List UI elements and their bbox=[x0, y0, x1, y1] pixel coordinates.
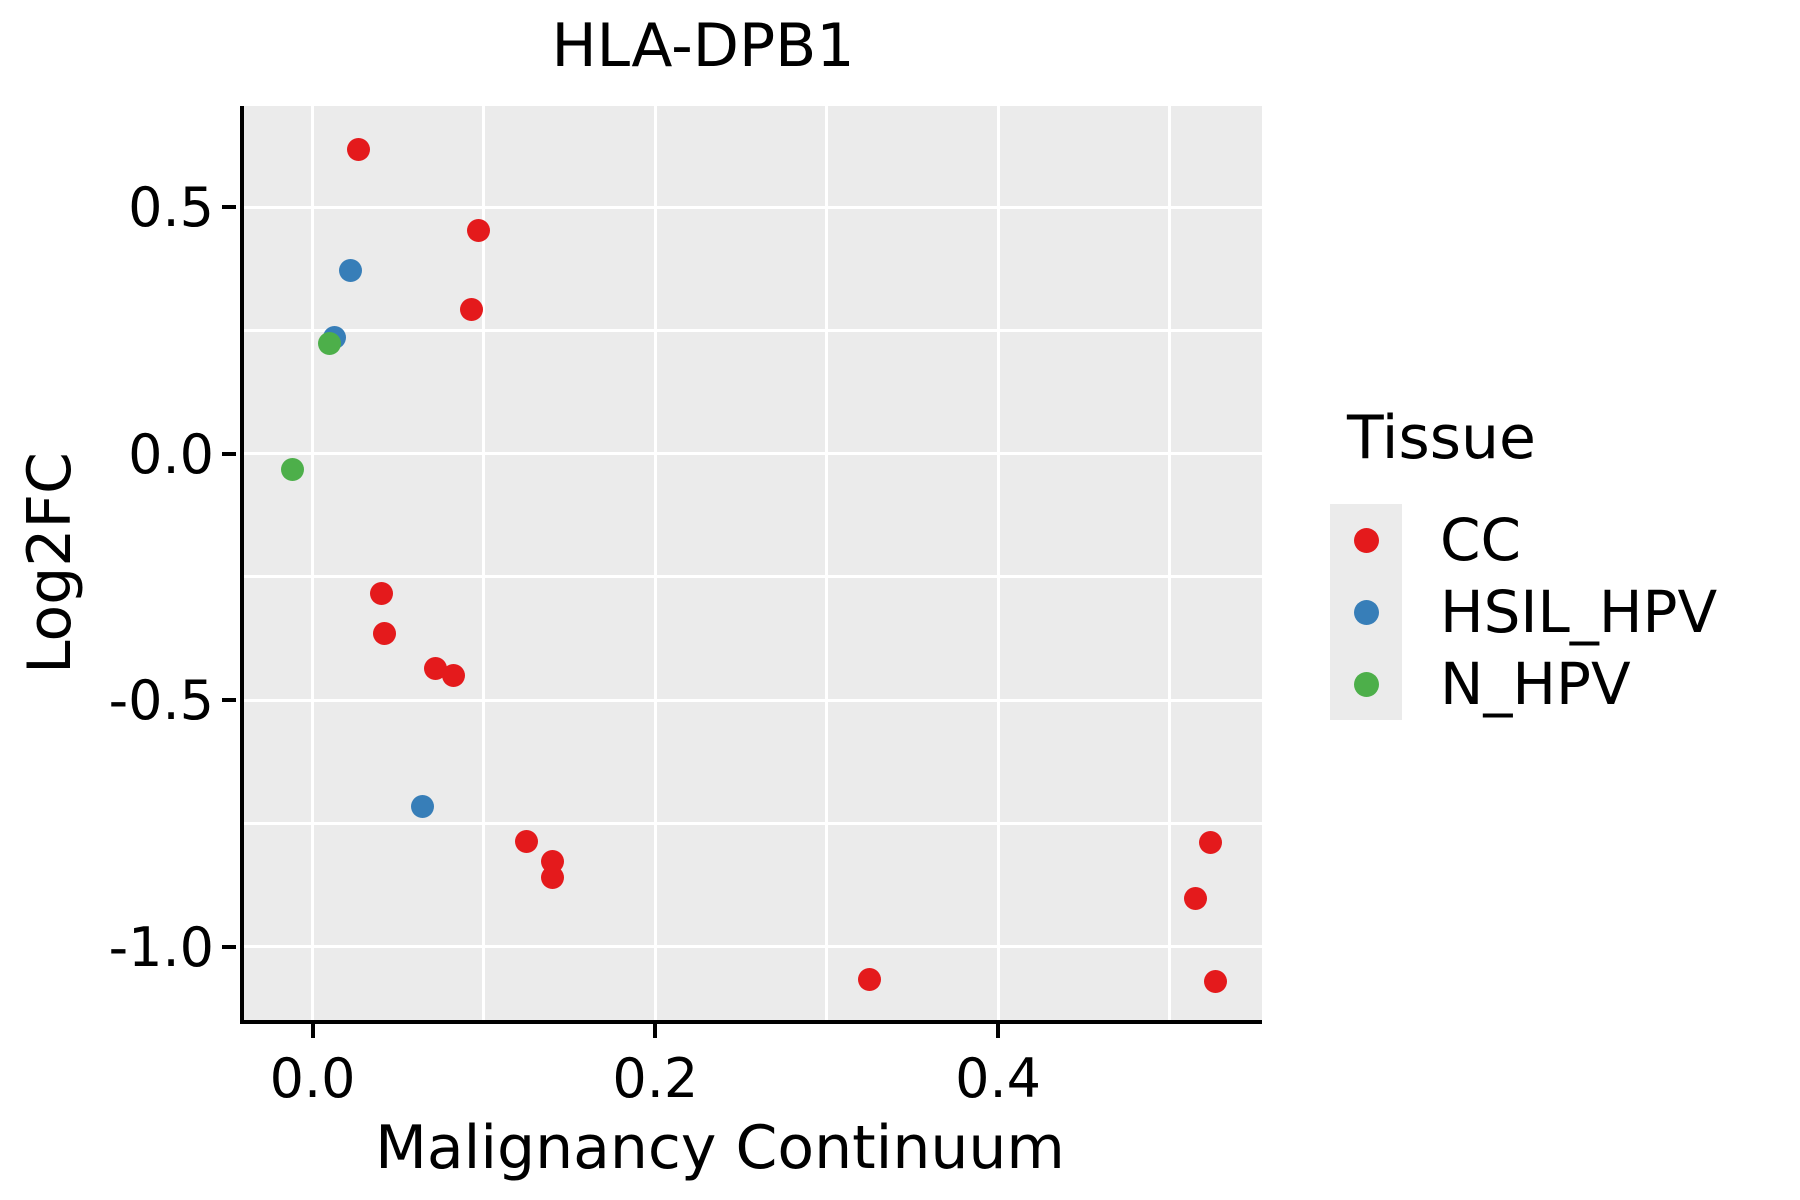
x-tick-mark bbox=[996, 1024, 1001, 1038]
point-N_HPV bbox=[280, 458, 304, 482]
x-tick-mark bbox=[653, 1024, 658, 1038]
point-CC bbox=[373, 621, 396, 645]
gridline-y-minor bbox=[244, 328, 1262, 332]
point-CC bbox=[515, 829, 539, 853]
legend-marker-CC bbox=[1353, 527, 1379, 553]
legend-entries: CC HSIL_HPV N_HPV bbox=[1330, 504, 1717, 720]
y-axis-line bbox=[240, 106, 244, 1024]
point-CC bbox=[467, 218, 491, 242]
point-CC bbox=[1204, 969, 1228, 993]
gridline-x-major bbox=[653, 106, 657, 1020]
y-tick-label: -1.0 bbox=[108, 915, 214, 979]
x-axis-title: Malignancy Continuum bbox=[375, 1113, 1065, 1183]
legend-label: N_HPV bbox=[1440, 650, 1631, 718]
y-tick-mark bbox=[222, 698, 236, 703]
x-tick-label: 0.2 bbox=[612, 1047, 699, 1110]
point-CC bbox=[541, 865, 564, 889]
legend-title: Tissue bbox=[1347, 403, 1536, 473]
point-CC bbox=[441, 664, 465, 688]
plot-panel bbox=[244, 106, 1262, 1020]
legend-marker-HSIL_HPV bbox=[1353, 599, 1379, 625]
x-tick-label: 0.0 bbox=[269, 1047, 356, 1110]
point-CC bbox=[369, 581, 393, 605]
y-tick-mark bbox=[222, 205, 236, 210]
y-tick-mark bbox=[222, 451, 236, 456]
legend-marker-N_HPV bbox=[1353, 671, 1379, 697]
point-CC bbox=[858, 967, 881, 991]
y-tick-label: 0.5 bbox=[128, 176, 214, 240]
point-CC bbox=[460, 297, 484, 321]
gridline-y-major bbox=[244, 452, 1262, 456]
gridline-x-major bbox=[996, 106, 1000, 1020]
gridline-y-minor bbox=[244, 575, 1262, 579]
gridline-x-minor bbox=[1168, 106, 1171, 1020]
point-CC bbox=[347, 137, 371, 161]
chart-title: HLA-DPB1 bbox=[551, 11, 855, 81]
legend-key bbox=[1330, 504, 1402, 576]
y-axis-title: Log2FC bbox=[15, 452, 85, 674]
legend-key bbox=[1330, 648, 1402, 720]
gridline-y-major bbox=[244, 945, 1262, 948]
gridline-y-major bbox=[244, 698, 1262, 702]
y-tick-mark bbox=[222, 944, 236, 949]
x-tick-mark bbox=[310, 1024, 315, 1038]
legend-item-CC: CC bbox=[1330, 504, 1717, 576]
y-tick-label: 0.0 bbox=[128, 422, 214, 486]
point-HSIL_HPV bbox=[410, 794, 434, 818]
legend-label: CC bbox=[1440, 506, 1521, 574]
point-N_HPV bbox=[318, 331, 342, 355]
x-tick-label: 0.4 bbox=[955, 1047, 1042, 1110]
legend-key bbox=[1330, 576, 1402, 648]
y-tick-label: -0.5 bbox=[108, 669, 214, 733]
gridline-x-major bbox=[311, 106, 315, 1020]
gridline-y-major bbox=[244, 205, 1262, 209]
legend-label: HSIL_HPV bbox=[1440, 578, 1718, 646]
gridline-y-minor bbox=[244, 821, 1262, 825]
x-axis-line bbox=[240, 1020, 1262, 1024]
point-CC bbox=[1183, 886, 1207, 910]
legend: Tissue CC HSIL_HPV N_HPV bbox=[1330, 408, 1717, 720]
legend-item-HSIL_HPV: HSIL_HPV bbox=[1330, 576, 1717, 648]
gridline-x-minor bbox=[482, 106, 486, 1020]
point-CC bbox=[1199, 830, 1223, 854]
gridline-x-minor bbox=[825, 106, 829, 1020]
legend-item-N_HPV: N_HPV bbox=[1330, 648, 1717, 720]
point-HSIL_HPV bbox=[338, 258, 362, 282]
